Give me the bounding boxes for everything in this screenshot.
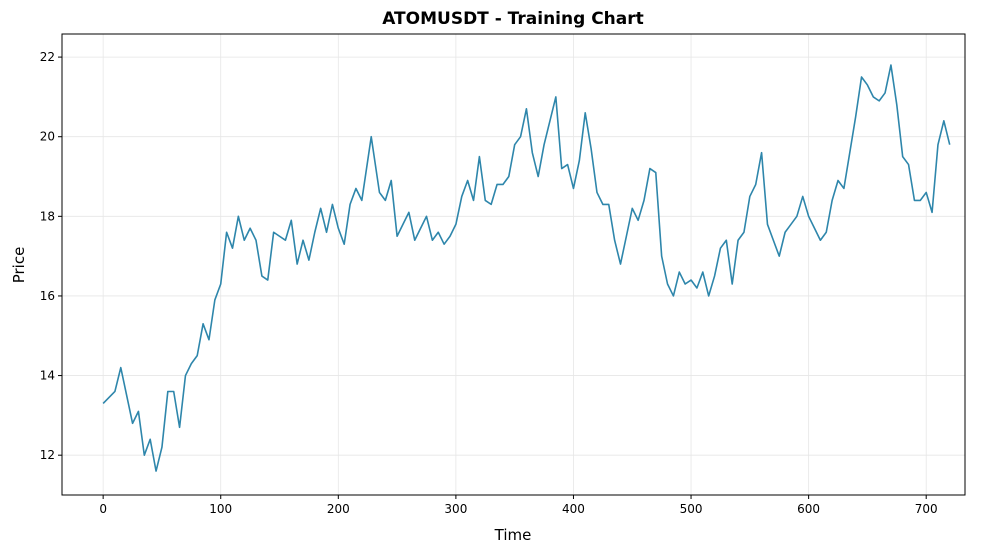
plot-frame (61, 33, 966, 496)
y-tick-label: 16 (40, 289, 55, 303)
y-tick-label: 20 (40, 130, 55, 144)
price-line (102, 64, 951, 472)
x-tick-label: 100 (209, 502, 232, 516)
x-tick-label: 600 (797, 502, 820, 516)
x-axis-label: Time (494, 526, 532, 544)
y-tick-label: 18 (40, 209, 55, 223)
chart-title: ATOMUSDT - Training Chart (382, 9, 644, 29)
x-tick-label: 0 (99, 502, 107, 516)
y-tick-label: 22 (40, 50, 55, 64)
x-tick-label: 300 (444, 502, 467, 516)
x-tick-label: 500 (680, 502, 703, 516)
y-tick-label: 14 (40, 369, 55, 383)
x-tick-label: 400 (562, 502, 585, 516)
y-axis-label: Price (10, 247, 28, 284)
x-tick-label: 700 (915, 502, 938, 516)
x-tick-label: 200 (327, 502, 350, 516)
y-tick-label: 12 (40, 448, 55, 462)
